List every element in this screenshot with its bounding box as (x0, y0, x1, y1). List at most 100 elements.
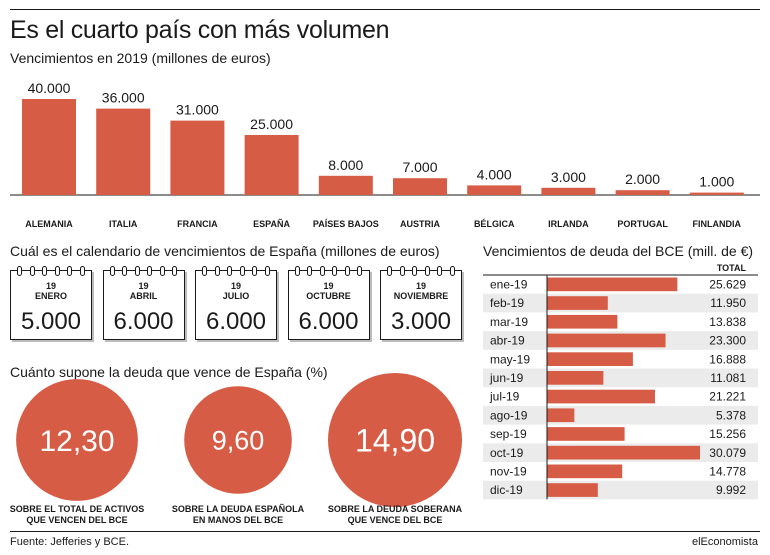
country-bar (467, 185, 522, 195)
country-bar (96, 108, 151, 195)
binder-ring-icon (307, 266, 313, 276)
country-category-label: IRLANDA (548, 219, 589, 229)
binder-ring-icon (387, 266, 392, 276)
bce-month-label: nov-19 (490, 465, 527, 479)
circle-caption: SOBRE LA DEUDA SOBERANA QUE VENCE DEL BCE (315, 504, 475, 526)
binder-ring-icon (449, 266, 455, 276)
country-bar (393, 178, 447, 195)
calendar-card: 19 JULIO 6.000 (195, 266, 277, 340)
card-month: ABRIL (129, 291, 158, 301)
bce-value-label: 21.221 (709, 390, 746, 404)
bce-value-label: 11.950 (710, 296, 746, 310)
binder-ring-icon (214, 266, 220, 276)
country-value-label: 36.000 (102, 90, 145, 106)
country-category-label: ITALIA (109, 219, 138, 229)
circle-caption-line: SOBRE LA DEUDA SOBERANA (327, 504, 463, 514)
country-value-label: 8.000 (328, 157, 363, 173)
binder-ring-icon (227, 266, 233, 276)
bce-month-label: jul-19 (489, 390, 520, 404)
binder-rings (202, 266, 270, 276)
bce-bar (547, 389, 655, 404)
bce-value-label: 23.300 (709, 334, 746, 348)
binder-rings (109, 266, 178, 276)
card-amount: 6.000 (113, 308, 174, 335)
card-amount: 5.000 (20, 308, 82, 335)
country-bar (318, 175, 373, 195)
calendar-cards: 19 ENERO 5.000 19 ABRIL 6.000 19 JULIO 6.000 19 OC… (10, 266, 462, 350)
binder-ring-icon (319, 266, 325, 276)
card-day: 19 (45, 281, 56, 291)
bce-month-label: mar-19 (490, 315, 528, 329)
bce-month-label: ago-19 (490, 408, 528, 422)
country-category-label: BÉLGICA (474, 219, 515, 229)
binder-rings (387, 266, 455, 276)
top-rule (10, 9, 760, 10)
binder-ring-icon (264, 266, 270, 276)
bce-month-label: dic-19 (490, 483, 523, 497)
card-month: OCTUBRE (306, 291, 351, 301)
country-bar (170, 120, 225, 195)
calendar-card: 19 OCTUBRE 6.000 (287, 266, 370, 340)
binder-ring-icon (42, 266, 48, 276)
brand-logo: elEconomista (691, 536, 758, 548)
share-value-label: 12,30 (39, 425, 114, 458)
calendar-card: 19 NOVIEMBRE 3.000 (380, 266, 462, 340)
page-title: Es el cuarto país con más volumen (10, 16, 390, 44)
circle-caption-line: QUE VENCEN DEL BCE (26, 515, 128, 525)
card-month: ENERO (34, 291, 67, 301)
bce-month-label: ene-19 (490, 278, 528, 292)
binder-ring-icon (437, 266, 443, 276)
bce-bar (547, 277, 678, 292)
page-subtitle: Vencimientos en 2019 (millones de euros) (10, 50, 271, 66)
binder-ring-icon (252, 266, 258, 276)
calendar-title: Cuál es el calendario de vencimientos de… (10, 243, 440, 259)
binder-ring-icon (54, 266, 60, 276)
circle-caption: SOBRE EL TOTAL DE ACTIVOS QUE VENCEN DEL … (0, 504, 157, 526)
bce-value-label: 5.378 (716, 408, 746, 422)
circle-caption: SOBRE LA DEUDA ESPAÑOLA EN MANOS DEL BCE (158, 504, 318, 526)
binder-ring-icon (412, 266, 418, 276)
bce-value-label: 16.888 (709, 352, 746, 366)
country-bar (244, 135, 299, 195)
binder-ring-icon (109, 266, 115, 276)
card-month: JULIO (222, 291, 250, 301)
binder-ring-icon (357, 266, 363, 276)
country-bar (689, 192, 744, 195)
binder-ring-icon (79, 266, 85, 276)
binder-ring-icon (29, 266, 35, 276)
bce-value-label: 14.778 (709, 465, 746, 479)
circle-caption-line: SOBRE EL TOTAL DE ACTIVOS (9, 504, 145, 514)
binder-ring-icon (17, 266, 22, 276)
bce-bar (547, 427, 625, 441)
country-category-label: PORTUGAL (617, 219, 668, 229)
binder-rings (294, 266, 363, 276)
bce-bar (547, 314, 618, 329)
binder-ring-icon (202, 266, 207, 276)
share-value-label: 14,90 (355, 423, 435, 459)
bce-month-label: abr-19 (490, 334, 525, 348)
country-category-label: AUSTRIA (400, 219, 440, 229)
country-bar (541, 187, 596, 195)
binder-ring-icon (147, 266, 153, 276)
calendar-card: 19 ENERO 5.000 (10, 266, 92, 340)
bce-month-label: jun-19 (489, 371, 524, 385)
country-bar (615, 190, 670, 195)
bce-value-label: 13.838 (709, 315, 746, 329)
share-value-label: 9,60 (212, 426, 265, 456)
bce-bar (547, 483, 598, 497)
bce-bar (547, 333, 666, 348)
card-day: 19 (415, 281, 426, 291)
country-value-label: 4.000 (477, 166, 512, 182)
country-value-label: 31.000 (176, 102, 219, 118)
binder-ring-icon (332, 266, 338, 276)
country-bar (22, 99, 76, 195)
card-day: 19 (230, 281, 241, 291)
bce-month-label: feb-19 (490, 296, 524, 310)
bce-value-label: 30.079 (709, 446, 746, 460)
bce-month-label: sep-19 (490, 427, 527, 441)
bce-bar (547, 296, 608, 310)
source-note: Fuente: Jefferies y BCE. (10, 536, 130, 548)
binder-ring-icon (159, 266, 165, 276)
bce-value-label: 9.992 (716, 483, 746, 497)
